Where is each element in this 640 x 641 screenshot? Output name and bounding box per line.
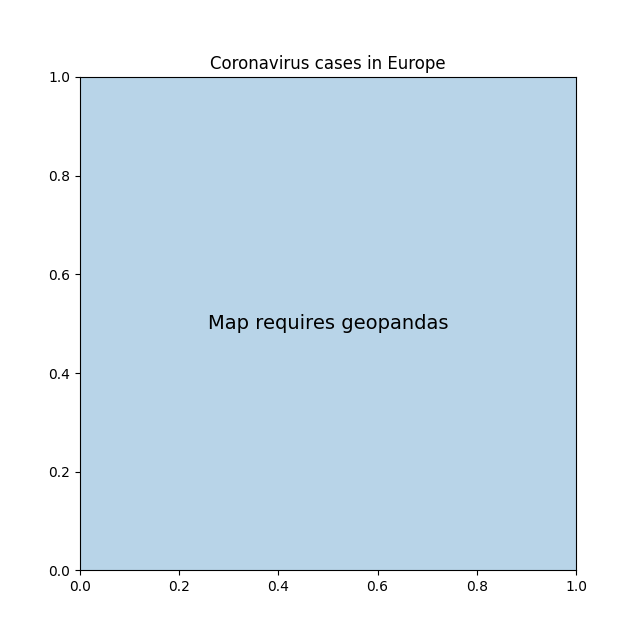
Title: Coronavirus cases in Europe: Coronavirus cases in Europe — [210, 54, 446, 72]
Text: Map requires geopandas: Map requires geopandas — [208, 314, 448, 333]
